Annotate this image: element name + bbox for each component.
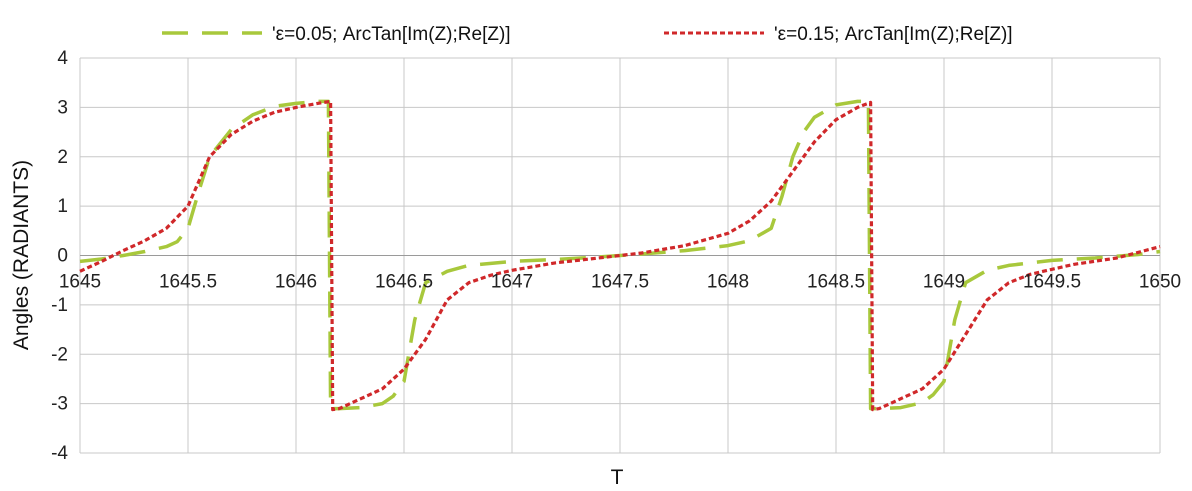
x-axis-title: T bbox=[611, 466, 624, 489]
series-line-1 bbox=[79, 99, 1161, 411]
y-tick-label: -3 bbox=[51, 394, 68, 415]
x-tick-label: 1648.5 bbox=[807, 272, 865, 293]
x-tick-label: 1646.5 bbox=[375, 272, 433, 293]
x-tick-label: 1645.5 bbox=[159, 272, 217, 293]
x-tick-label: 1649.5 bbox=[1023, 272, 1081, 293]
y-tick-label: 3 bbox=[57, 97, 68, 118]
y-tick-label: 1 bbox=[57, 196, 68, 217]
y-axis-title: Angles (RADIANTS) bbox=[10, 160, 33, 350]
y-tick-label: 0 bbox=[57, 246, 68, 267]
x-tick-label: 1646 bbox=[275, 272, 317, 293]
x-tick-label: 1647 bbox=[491, 272, 533, 293]
y-tick-label: 2 bbox=[57, 147, 68, 168]
x-tick-labels: 1645 1645.5 1646 1646.5 1647 1647.5 1648 1648.5… bbox=[59, 272, 1181, 293]
y-tick-labels: -4 -3 -2 -1 0 1 2 3 4 bbox=[51, 48, 68, 464]
x-tick-label: 1647.5 bbox=[591, 272, 649, 293]
y-tick-label: -2 bbox=[51, 344, 68, 365]
series-line-2 bbox=[79, 99, 1161, 412]
series-group bbox=[79, 99, 1161, 412]
x-tick-label: 1649 bbox=[923, 272, 965, 293]
legend-label-series-1: 'ε=0.05; ArcTan[Im(Z);Re[Z)] bbox=[272, 24, 511, 45]
y-tick-label: -4 bbox=[51, 443, 68, 464]
y-tick-label: -1 bbox=[51, 295, 68, 316]
x-tick-label: 1648 bbox=[707, 272, 749, 293]
legend-label-series-2: 'ε=0.15; ArcTan[Im(Z);Re[Z)] bbox=[774, 24, 1013, 45]
legend: 'ε=0.05; ArcTan[Im(Z);Re[Z)] 'ε=0.15; Ar… bbox=[162, 24, 1013, 45]
y-tick-label: 4 bbox=[57, 48, 68, 69]
x-tick-label: 1645 bbox=[59, 272, 101, 293]
x-tick-label: 1650 bbox=[1139, 272, 1181, 293]
